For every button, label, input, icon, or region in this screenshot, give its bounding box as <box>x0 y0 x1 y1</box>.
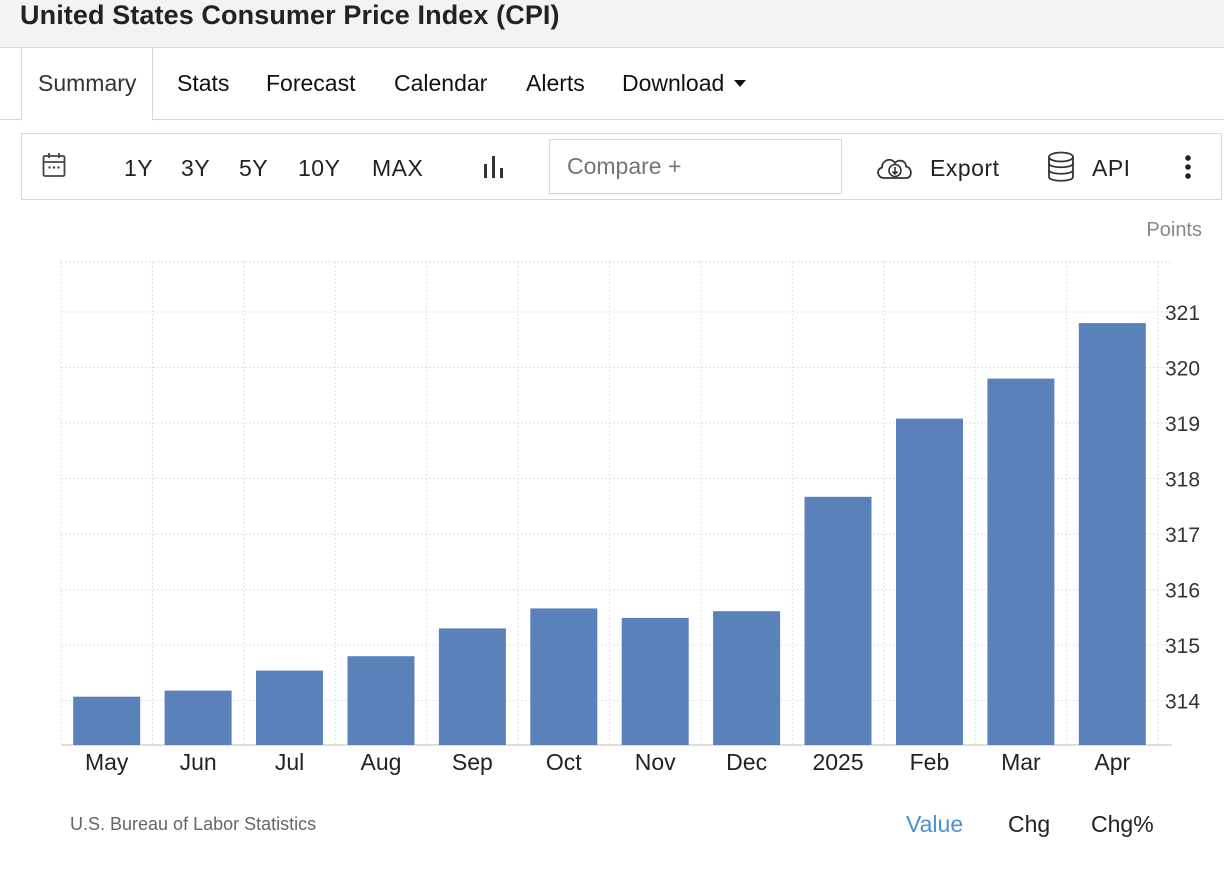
y-tick-label: 320 <box>1165 357 1200 380</box>
x-tick-label: Oct <box>546 749 582 775</box>
units-label: Points <box>1146 219 1202 241</box>
tab-download[interactable]: Download <box>622 70 747 97</box>
tab-download-label: Download <box>622 70 725 96</box>
y-tick-label: 316 <box>1165 580 1200 603</box>
tab-bar: Summary Stats Forecast Calendar Alerts D… <box>0 48 1224 121</box>
tab-calendar[interactable]: Calendar <box>394 70 488 96</box>
database-icon[interactable] <box>1047 151 1075 188</box>
range-max[interactable]: MAX <box>372 155 424 181</box>
bar-nov <box>621 617 689 745</box>
bar-sep <box>438 628 506 745</box>
bar-jul <box>256 670 323 745</box>
chart-bars <box>73 323 1146 745</box>
bar-feb <box>896 418 963 745</box>
x-tick-label: 2025 <box>812 749 863 775</box>
api-button[interactable]: API <box>1092 155 1131 181</box>
bar-jun <box>164 690 232 745</box>
chart-toolbar: 1Y 3Y 5Y 10Y MAX Export API <box>21 133 1222 200</box>
range-10y[interactable]: 10Y <box>298 155 341 181</box>
cloud-download-icon[interactable] <box>874 154 916 187</box>
bar-oct <box>530 608 598 745</box>
x-tick-label: Sep <box>452 749 493 775</box>
bar-mar <box>987 378 1055 745</box>
caret-down-icon <box>734 80 747 87</box>
toggle-chg[interactable]: Chg <box>1008 811 1051 837</box>
bar-2025 <box>804 496 872 745</box>
bar-may <box>73 696 141 745</box>
data-source: U.S. Bureau of Labor Statistics <box>70 814 317 834</box>
x-tick-label: Apr <box>1094 749 1130 775</box>
x-tick-label: May <box>85 749 129 775</box>
calendar-icon[interactable] <box>42 152 66 183</box>
y-axis-ticks: 314 315 316 317 318 319 320 321 <box>1165 302 1200 714</box>
tab-summary[interactable]: Summary <box>21 48 154 121</box>
y-tick-label: 314 <box>1165 691 1200 714</box>
x-tick-label: Mar <box>1001 749 1041 775</box>
bar-aug <box>347 656 415 745</box>
x-tick-label: Jun <box>180 749 217 775</box>
tab-stats[interactable]: Stats <box>177 70 230 96</box>
bar-chart-icon[interactable] <box>482 154 508 185</box>
y-tick-label: 319 <box>1165 413 1200 436</box>
y-tick-label: 321 <box>1165 302 1200 325</box>
y-tick-label: 318 <box>1165 469 1200 492</box>
y-tick-label: 315 <box>1165 635 1200 658</box>
tab-alerts[interactable]: Alerts <box>526 70 585 96</box>
cpi-bar-chart: 314 315 316 317 318 319 320 321 May Jun Jul Aug Sep… <box>60 261 1200 775</box>
toggle-chg-pct[interactable]: Chg% <box>1091 811 1154 837</box>
compare-input[interactable] <box>549 139 842 194</box>
x-tick-label: Nov <box>635 749 676 775</box>
chart-grid <box>60 261 1172 746</box>
bar-apr <box>1078 323 1146 745</box>
bar-dec <box>713 611 781 745</box>
range-5y[interactable]: 5Y <box>239 155 269 181</box>
toggle-value[interactable]: Value <box>906 811 964 837</box>
export-button[interactable]: Export <box>930 155 1000 181</box>
range-1y[interactable]: 1Y <box>124 155 154 181</box>
page-title: United States Consumer Price Index (CPI) <box>20 0 560 30</box>
x-tick-label: Feb <box>910 749 950 775</box>
x-tick-label: Aug <box>360 749 401 775</box>
y-tick-label: 317 <box>1165 524 1200 547</box>
tab-forecast[interactable]: Forecast <box>266 70 356 96</box>
more-vertical-icon[interactable] <box>1184 154 1192 185</box>
range-3y[interactable]: 3Y <box>181 155 211 181</box>
x-axis-ticks: May Jun Jul Aug Sep Oct Nov Dec 2025 Feb Mar Apr <box>85 749 1131 775</box>
x-tick-label: Dec <box>726 749 767 775</box>
x-tick-label: Jul <box>275 749 304 775</box>
title-bar: United States Consumer Price Index (CPI) <box>0 0 1224 48</box>
